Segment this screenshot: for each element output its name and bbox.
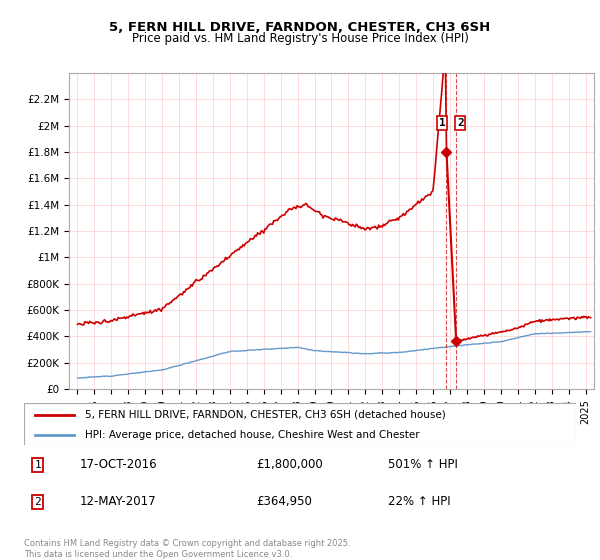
- Text: 1: 1: [439, 118, 446, 128]
- Text: 17-OCT-2016: 17-OCT-2016: [79, 459, 157, 472]
- Text: Price paid vs. HM Land Registry's House Price Index (HPI): Price paid vs. HM Land Registry's House …: [131, 32, 469, 45]
- Text: Contains HM Land Registry data © Crown copyright and database right 2025.
This d: Contains HM Land Registry data © Crown c…: [24, 539, 350, 559]
- Text: 5, FERN HILL DRIVE, FARNDON, CHESTER, CH3 6SH: 5, FERN HILL DRIVE, FARNDON, CHESTER, CH…: [109, 21, 491, 34]
- Text: 2: 2: [457, 118, 464, 128]
- Text: £364,950: £364,950: [256, 495, 312, 508]
- Text: £1,800,000: £1,800,000: [256, 459, 323, 472]
- Text: 2: 2: [34, 497, 41, 507]
- Text: 1: 1: [34, 460, 41, 470]
- Text: 22% ↑ HPI: 22% ↑ HPI: [388, 495, 451, 508]
- Text: HPI: Average price, detached house, Cheshire West and Chester: HPI: Average price, detached house, Ches…: [85, 430, 419, 440]
- Text: 5, FERN HILL DRIVE, FARNDON, CHESTER, CH3 6SH (detached house): 5, FERN HILL DRIVE, FARNDON, CHESTER, CH…: [85, 410, 445, 420]
- FancyBboxPatch shape: [24, 403, 576, 445]
- Text: 12-MAY-2017: 12-MAY-2017: [79, 495, 156, 508]
- Text: 501% ↑ HPI: 501% ↑ HPI: [388, 459, 458, 472]
